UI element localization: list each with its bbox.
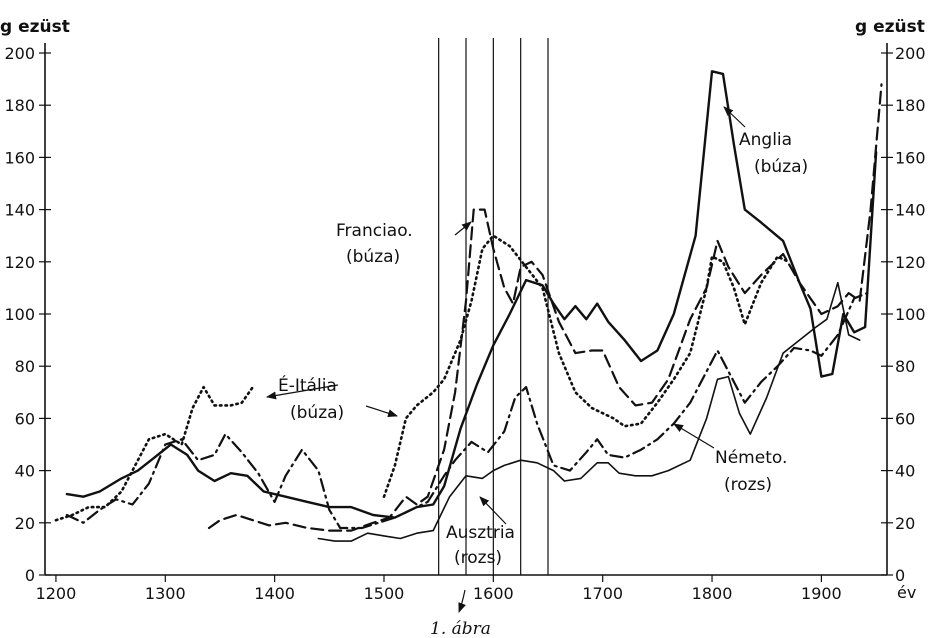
y-tick-label-left: 80	[15, 357, 35, 376]
y-tick-label-left: 100	[4, 305, 35, 324]
y-tick-label-left: 20	[15, 514, 35, 533]
y-tick-label-right: 80	[895, 357, 915, 376]
y-tick-label-right: 60	[895, 409, 915, 428]
annotation-nemeto-line2: (rozs)	[724, 475, 772, 495]
y-tick-label-right: 160	[895, 148, 926, 167]
y-tick-label-right: 100	[895, 305, 926, 324]
y-tick-label-right: 180	[895, 96, 926, 115]
x-tick-label: 1400	[254, 584, 295, 603]
y-tick-label-left: 40	[15, 462, 35, 481]
annotation-ausztria-arrow	[479, 496, 507, 525]
annotation-e-italia: É-Itália (búza)	[266, 374, 398, 423]
annotation-anglia-line2: (búza)	[754, 157, 808, 177]
x-tick-label: 1700	[582, 584, 623, 603]
annotation-franciao: Franciao. (búza)	[336, 221, 472, 267]
x-tick-label: 1200	[36, 584, 77, 603]
y-axis-label-right: g ezüst	[855, 17, 925, 37]
annotation-ausztria: Ausztria (rozs)	[446, 496, 515, 568]
x-axis-label: év	[897, 583, 916, 602]
y-tick-label-right: 40	[895, 462, 915, 481]
y-tick-label-left: 0	[25, 566, 35, 585]
y-tick-label-right: 20	[895, 514, 915, 533]
annotation-nemeto: Németo. (rozs)	[673, 423, 787, 495]
series-line-1	[207, 83, 883, 532]
y-tick-label-right: 140	[895, 201, 926, 220]
annotation-franciao-line2: (búza)	[346, 247, 400, 267]
annotation-e-italia-arrow-right	[365, 405, 398, 418]
y-tick-label-left: 120	[4, 253, 35, 272]
annotation-nemeto-line1: Németo.	[715, 448, 787, 468]
y-tick-label-right: 0	[895, 566, 905, 585]
series-line-3	[65, 292, 869, 530]
y-tick-label-right: 200	[895, 44, 926, 63]
x-tick-label: 1300	[145, 584, 186, 603]
annotation-anglia-arrow	[723, 106, 746, 128]
y-axis-label-left: g ezüst	[0, 17, 70, 37]
series-line-0	[65, 70, 878, 519]
annotation-e-italia-line1: É-Itália	[278, 374, 337, 396]
annotation-anglia-line1: Anglia	[739, 130, 792, 150]
x-tick-label: 1600	[473, 584, 514, 603]
vertical-markers	[438, 38, 549, 575]
caption-arrow	[458, 589, 466, 613]
axes: 0 0 20 20 40 40 60 60 80 80 100 100 120 120 140 140 160 1…	[4, 43, 926, 603]
annotation-ausztria-line2: (rozs)	[454, 548, 502, 568]
figure-caption: 1. ábra	[430, 619, 491, 638]
annotation-franciao-line1: Franciao.	[336, 221, 413, 241]
y-tick-label-left: 140	[4, 201, 35, 220]
y-tick-label-left: 60	[15, 409, 35, 428]
annotation-e-italia-line2: (búza)	[290, 403, 344, 423]
x-tick-label: 1900	[801, 584, 842, 603]
series-line-4	[317, 281, 861, 542]
annotation-e-italia-arrow-left	[266, 384, 339, 400]
y-tick-label-left: 200	[4, 44, 35, 63]
y-tick-label-right: 120	[895, 253, 926, 272]
x-tick-label: 1500	[364, 584, 405, 603]
series-line-2-seg1	[382, 234, 790, 498]
annotation-ausztria-line1: Ausztria	[446, 523, 515, 543]
annotation-anglia: Anglia (búza)	[723, 106, 808, 177]
y-tick-label-left: 160	[4, 148, 35, 167]
annotation-franciao-arrow	[454, 221, 472, 236]
series-line-2-seg0	[54, 385, 255, 522]
annotation-nemeto-arrow	[673, 423, 715, 449]
x-tick-label: 1800	[692, 584, 733, 603]
y-tick-label-left: 180	[4, 96, 35, 115]
series-layer	[54, 70, 883, 542]
